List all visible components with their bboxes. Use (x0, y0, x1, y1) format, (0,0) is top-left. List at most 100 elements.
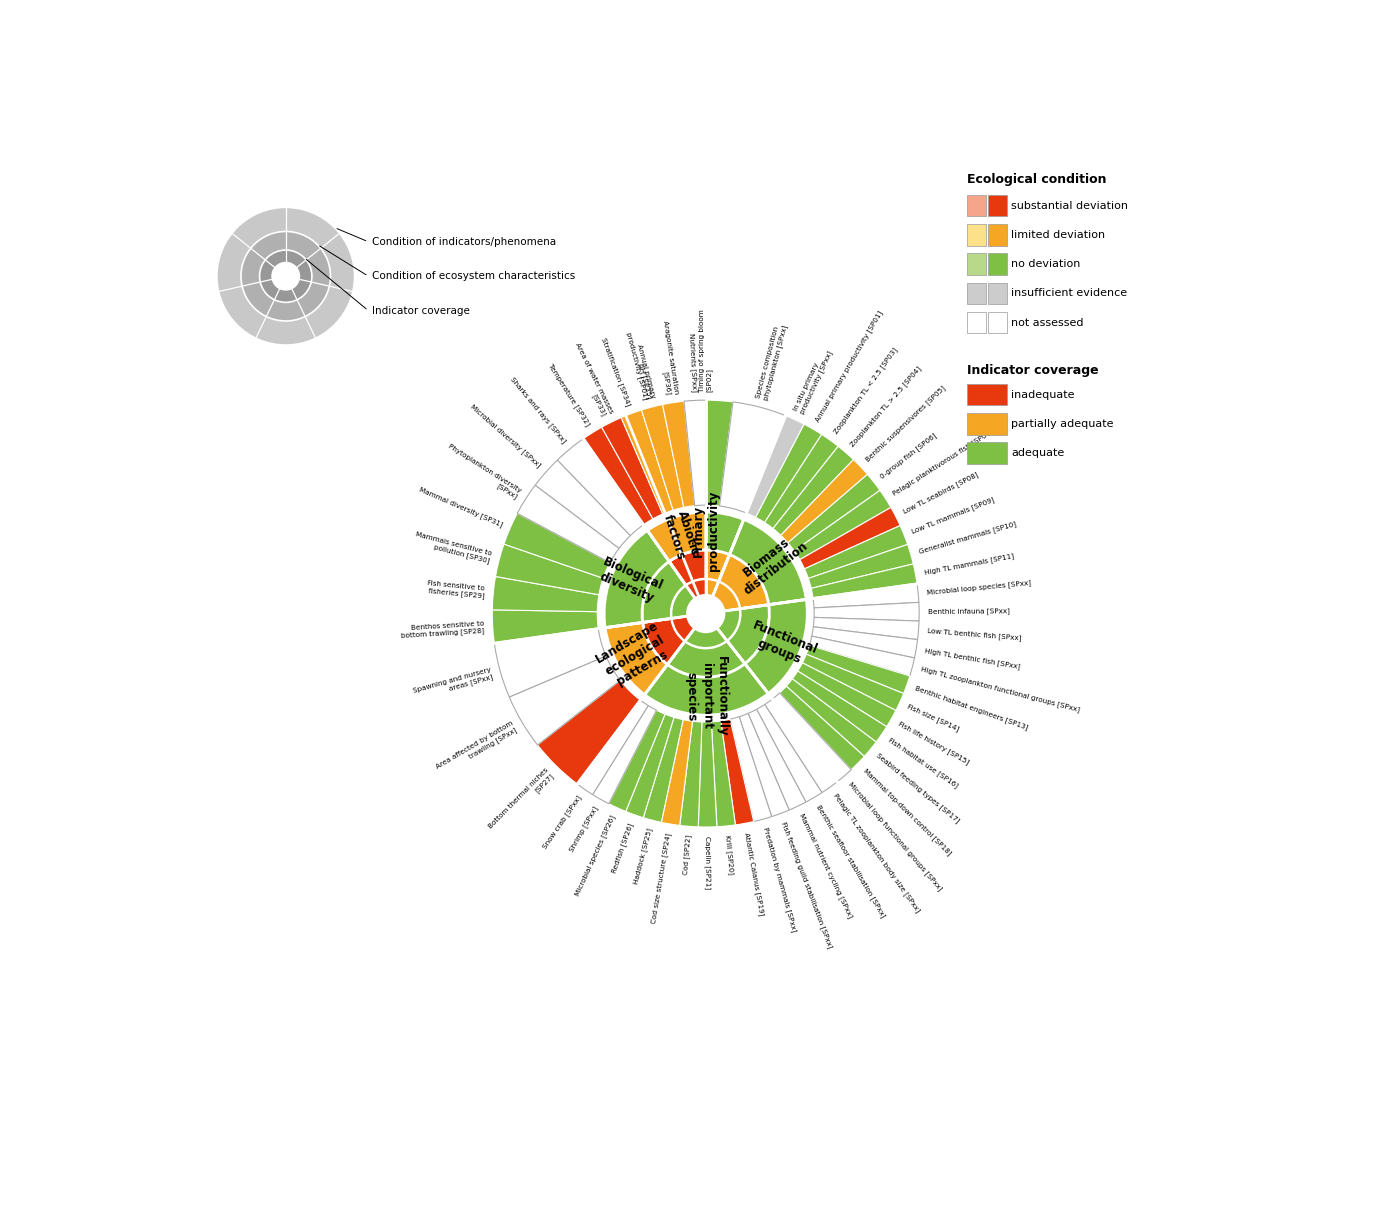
Wedge shape (668, 512, 744, 554)
Wedge shape (668, 640, 745, 677)
Text: Landscape
ecological
patterns: Landscape ecological patterns (593, 620, 676, 693)
Text: Low TL seabirds [SP08]: Low TL seabirds [SP08] (902, 471, 979, 515)
Wedge shape (682, 550, 730, 582)
Text: Microbial diversity [SPxx]: Microbial diversity [SPxx] (468, 403, 541, 469)
Text: insufficient evidence: insufficient evidence (1011, 288, 1128, 299)
Text: Redfish [SP26]: Redfish [SP26] (611, 821, 635, 874)
Wedge shape (518, 485, 620, 563)
FancyBboxPatch shape (987, 225, 1007, 245)
Wedge shape (558, 439, 643, 536)
Text: Krill [SP20]: Krill [SP20] (724, 835, 734, 875)
Text: Annual primary productivity [SP01]: Annual primary productivity [SP01] (814, 310, 884, 423)
Wedge shape (812, 584, 918, 608)
Wedge shape (730, 520, 807, 605)
Text: Zooplankton TL < 2.5 [SP03]: Zooplankton TL < 2.5 [SP03] (832, 346, 899, 435)
Text: Zooplankton TL > 2.5 [SP04]: Zooplankton TL > 2.5 [SP04] (850, 366, 923, 448)
FancyBboxPatch shape (967, 254, 986, 275)
Wedge shape (592, 706, 657, 804)
FancyBboxPatch shape (967, 442, 1007, 464)
Text: Pelagic TL zooplankton body size [SPxx]: Pelagic TL zooplankton body size [SPxx] (832, 792, 921, 914)
Wedge shape (609, 711, 665, 812)
Wedge shape (712, 720, 735, 826)
Wedge shape (647, 512, 705, 561)
Text: Condition of indicators/phenomena: Condition of indicators/phenomena (372, 237, 556, 247)
Text: Pelagic planktivorous fish [SP07]: Pelagic planktivorous fish [SP07] (891, 428, 994, 497)
Wedge shape (644, 663, 768, 716)
Wedge shape (577, 700, 649, 795)
Wedge shape (756, 705, 822, 802)
Wedge shape (642, 561, 686, 622)
Wedge shape (764, 699, 837, 792)
Wedge shape (509, 656, 620, 745)
Text: High TL benthic fish [SPxx]: High TL benthic fish [SPxx] (924, 646, 1020, 669)
Wedge shape (625, 714, 673, 818)
Wedge shape (720, 719, 753, 825)
Wedge shape (795, 491, 891, 560)
Text: Benthic infauna [SPxx]: Benthic infauna [SPxx] (928, 608, 1009, 615)
Wedge shape (493, 610, 599, 643)
Text: adequate: adequate (1011, 448, 1064, 458)
Text: Cod [SP22]: Cod [SP22] (682, 835, 691, 875)
Text: Species composition
phytoplankton [SPxx]: Species composition phytoplankton [SPxx] (755, 322, 788, 401)
Text: Nutrients [SPxx]: Nutrients [SPxx] (688, 333, 698, 392)
Text: Indicator coverage: Indicator coverage (967, 363, 1099, 377)
Text: Biomass
distribution: Biomass distribution (731, 527, 810, 598)
FancyBboxPatch shape (967, 283, 986, 304)
FancyBboxPatch shape (967, 312, 986, 333)
Wedge shape (693, 580, 719, 614)
FancyBboxPatch shape (967, 194, 986, 216)
Text: Sharks and rays [SPxx]: Sharks and rays [SPxx] (509, 375, 567, 445)
Text: Snow crab [SPxx]: Snow crab [SPxx] (541, 795, 582, 850)
Wedge shape (686, 580, 705, 614)
Wedge shape (800, 508, 901, 569)
Text: Benthic seafloor stabilisation [SPxx]: Benthic seafloor stabilisation [SPxx] (815, 803, 887, 919)
FancyBboxPatch shape (967, 384, 1007, 406)
Text: pH [SP35]: pH [SP35] (638, 363, 653, 400)
Text: 0-group fish [SP06]: 0-group fish [SP06] (879, 431, 938, 480)
Text: Aragonite saturation
[SP36]: Aragonite saturation [SP36] (654, 320, 679, 395)
Wedge shape (537, 680, 640, 784)
Text: substantial deviation: substantial deviation (1011, 200, 1128, 210)
Wedge shape (756, 424, 822, 522)
FancyBboxPatch shape (987, 254, 1007, 275)
Wedge shape (662, 401, 694, 508)
Text: Fish habitat use [SP16]: Fish habitat use [SP16] (887, 736, 958, 789)
Wedge shape (786, 679, 876, 757)
Text: Temperature [SP32]: Temperature [SP32] (547, 362, 591, 428)
Text: Microbial species [SP26]: Microbial species [SP26] (574, 814, 617, 897)
Wedge shape (504, 514, 610, 578)
Text: Annual primary
productivity [SP01]: Annual primary productivity [SP01] (625, 329, 657, 401)
FancyBboxPatch shape (987, 312, 1007, 333)
Text: not assessed: not assessed (1011, 317, 1084, 328)
Wedge shape (730, 717, 771, 821)
Text: Abiotic
factors: Abiotic factors (661, 508, 701, 561)
Text: Shrimp [SPxx]: Shrimp [SPxx] (569, 806, 599, 853)
Text: Biological
diversity: Biological diversity (595, 555, 665, 606)
Wedge shape (679, 400, 733, 505)
Wedge shape (493, 576, 599, 611)
Text: Cod size structure [SP24]: Cod size structure [SP24] (650, 832, 672, 923)
Wedge shape (808, 544, 913, 588)
Text: Phytoplankton diversity
[SPxx]: Phytoplankton diversity [SPxx] (443, 442, 522, 501)
Wedge shape (719, 554, 768, 609)
Text: inadequate: inadequate (1011, 390, 1075, 400)
Text: Functionally
important
species: Functionally important species (684, 656, 728, 736)
Wedge shape (748, 710, 806, 810)
Wedge shape (745, 599, 807, 694)
Wedge shape (672, 586, 705, 618)
Wedge shape (814, 617, 918, 639)
Text: High TL zooplankton functional groups [SPxx]: High TL zooplankton functional groups [S… (920, 666, 1081, 713)
Wedge shape (642, 405, 684, 510)
Wedge shape (781, 459, 868, 543)
Text: Seabird feeding types [SP17]: Seabird feeding types [SP17] (874, 752, 961, 825)
Text: Spawning and nursery
areas [SPxx]: Spawning and nursery areas [SPxx] (412, 666, 493, 701)
Circle shape (687, 594, 724, 633)
Circle shape (216, 208, 355, 345)
Wedge shape (536, 460, 631, 548)
FancyBboxPatch shape (967, 413, 1007, 435)
Wedge shape (698, 722, 717, 827)
Circle shape (259, 250, 311, 303)
Text: limited deviation: limited deviation (1011, 230, 1106, 239)
Wedge shape (661, 719, 693, 825)
Wedge shape (684, 400, 705, 505)
